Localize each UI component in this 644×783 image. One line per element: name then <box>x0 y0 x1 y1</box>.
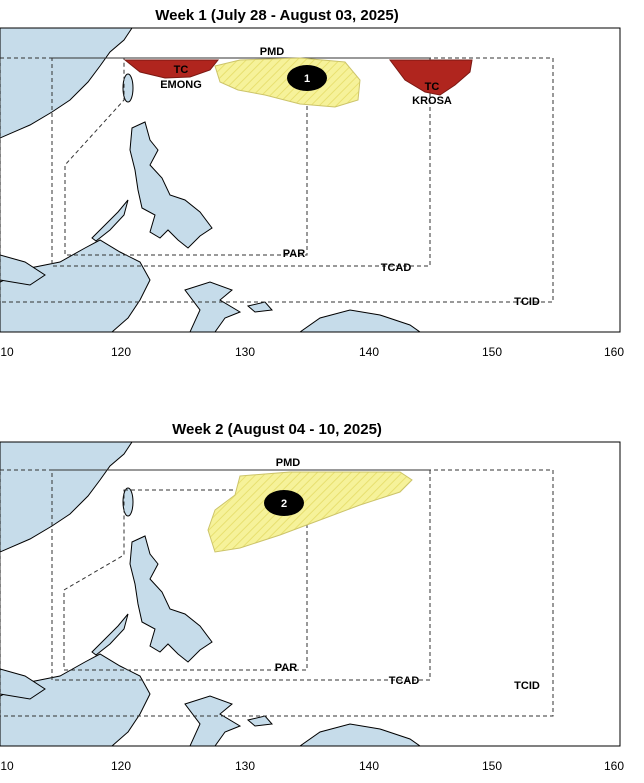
map-frame <box>0 441 621 747</box>
x-tick-label: 10 <box>0 759 14 773</box>
tc-label: TC <box>425 81 440 93</box>
x-tick-label: 140 <box>359 345 379 359</box>
x-tick-label: 120 <box>111 759 131 773</box>
par-box <box>64 57 308 256</box>
tcad-box <box>51 57 431 267</box>
x-axis: 10 120 130 140 150 160 <box>0 759 624 773</box>
tcad-label: TCAD <box>381 262 412 274</box>
outlook-number: 2 <box>281 498 287 510</box>
x-tick-label: 10 <box>0 345 14 359</box>
x-axis: 10 120 130 140 150 160 <box>0 345 624 359</box>
tcad-box <box>51 469 431 681</box>
tc-area <box>389 59 473 96</box>
x-tick-label: 130 <box>235 759 255 773</box>
panel-title: Week 1 (July 28 - August 03, 2025) <box>155 7 398 24</box>
tc-label: TC <box>174 64 189 76</box>
tc-threat-area <box>214 57 361 108</box>
tcid-label: TCID <box>514 296 540 308</box>
tc-area <box>123 59 220 79</box>
pmd-label: PMD <box>260 46 285 58</box>
x-tick-label: 160 <box>604 759 624 773</box>
tc-threat-area <box>207 471 413 553</box>
map-frame <box>0 27 621 333</box>
x-tick-label: 140 <box>359 759 379 773</box>
x-tick-label: 120 <box>111 345 131 359</box>
tc-name: EMONG <box>160 79 202 91</box>
pmd-label: PMD <box>276 457 301 469</box>
tcid-label: TCID <box>514 680 540 692</box>
par-label: PAR <box>283 248 305 260</box>
outlook-marker <box>287 65 327 91</box>
panel: Week 1 (July 28 - August 03, 2025) 1 PMD… <box>0 7 624 359</box>
tc-name: KROSA <box>412 95 452 107</box>
x-tick-label: 160 <box>604 345 624 359</box>
par-label: PAR <box>275 662 297 674</box>
panel: Week 2 (August 04 - 10, 2025) 2 PMD PAR … <box>0 421 624 773</box>
x-tick-label: 130 <box>235 345 255 359</box>
tcad-label: TCAD <box>389 675 420 687</box>
outlook-marker <box>264 490 304 516</box>
x-tick-label: 150 <box>482 345 502 359</box>
outlook-number: 1 <box>304 73 310 85</box>
panel-title: Week 2 (August 04 - 10, 2025) <box>172 421 382 438</box>
x-tick-label: 150 <box>482 759 502 773</box>
